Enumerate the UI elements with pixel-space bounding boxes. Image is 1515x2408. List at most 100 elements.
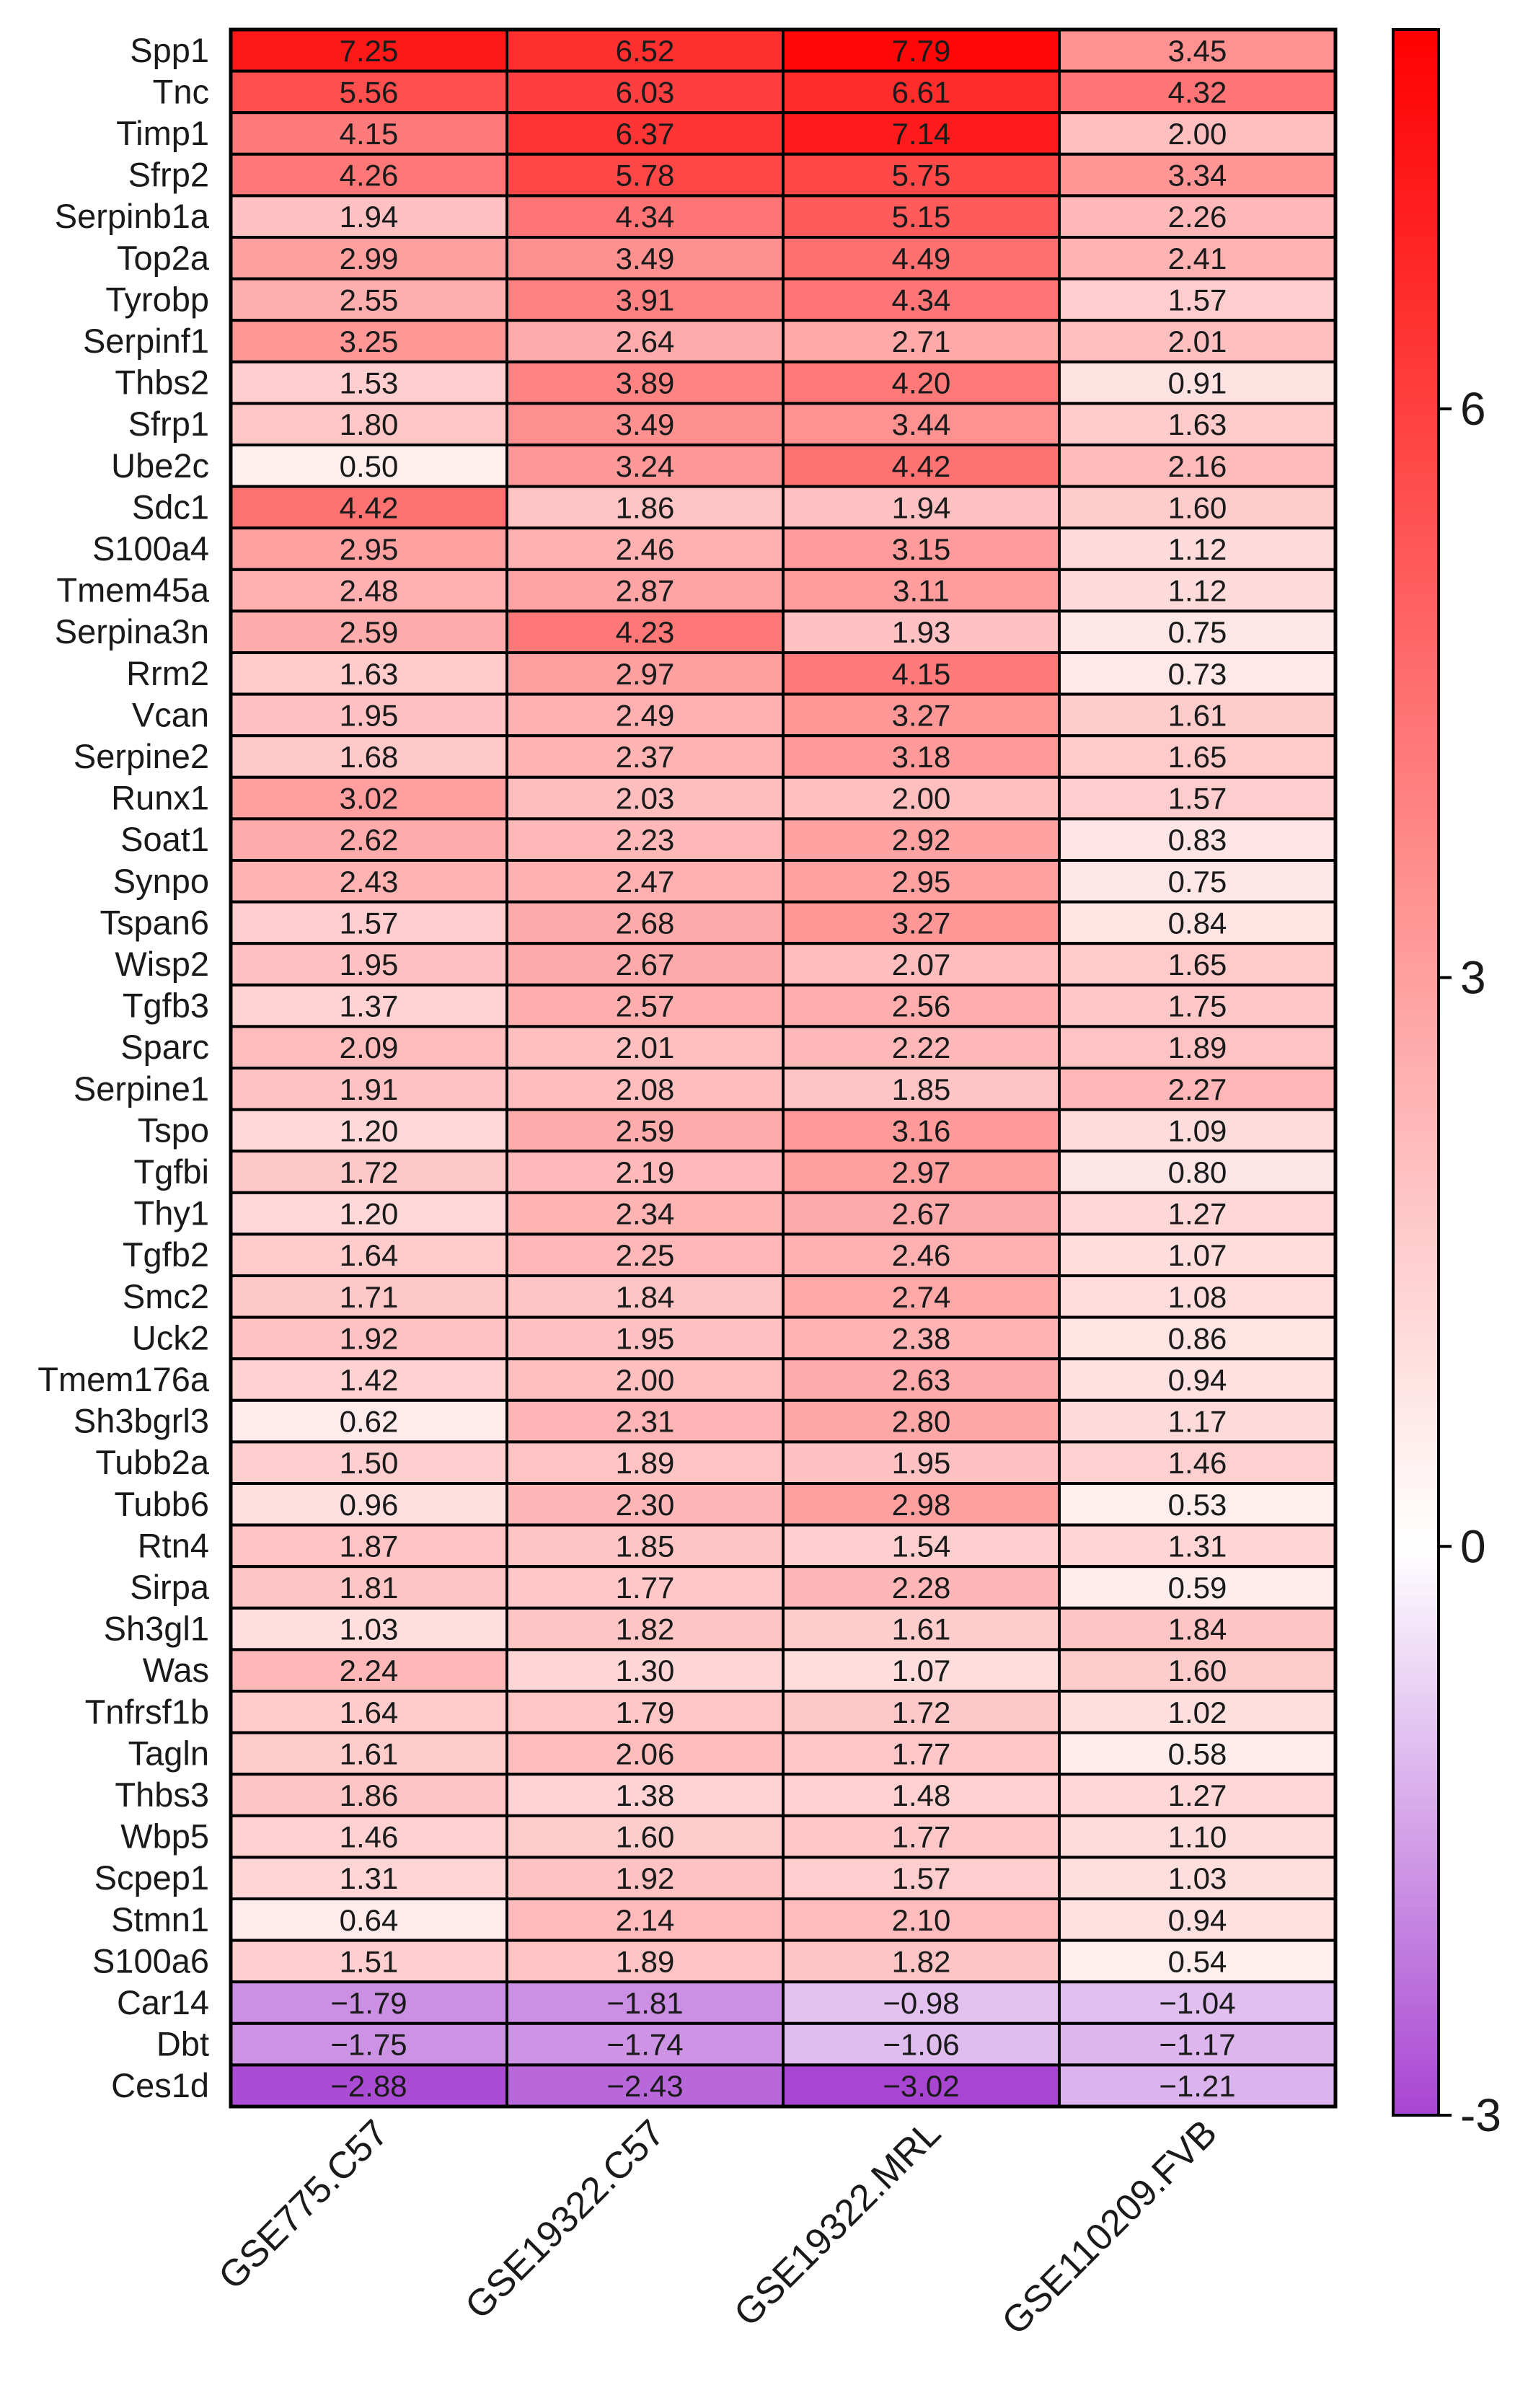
cell-value-label: 1.27: [1168, 1778, 1227, 1812]
cell-value-label: 1.92: [340, 1321, 399, 1355]
row-label-wbp5: Wbp5: [120, 1817, 209, 1856]
cell-value-label: 1.42: [340, 1363, 399, 1397]
cell-value-label: 2.00: [892, 782, 951, 816]
cell-value-label: 1.57: [892, 1861, 951, 1895]
heatmap-cell: [229, 1690, 508, 1734]
cell-value-label: 2.43: [340, 865, 399, 899]
cell-value-label: 1.94: [340, 200, 399, 234]
heatmap-cell: [229, 485, 508, 530]
cell-value-label: 0.54: [1168, 1944, 1227, 1978]
heatmap-cell: [782, 817, 1061, 863]
cell-value-label: 1.72: [340, 1155, 399, 1189]
cell-value-label: 1.75: [1168, 989, 1227, 1023]
heatmap-cell: [782, 1357, 1061, 1402]
row-label-vcan: Vcan: [132, 695, 209, 733]
cell-value-label: −1.06: [883, 2028, 959, 2062]
heatmap-cell: [782, 1482, 1061, 1527]
heatmap-cell: [229, 775, 508, 821]
row-label-spp1: Spp1: [130, 31, 209, 69]
row-label-top2a: Top2a: [117, 239, 210, 277]
cell-value-label: 0.73: [1168, 657, 1227, 691]
heatmap-cell: [1058, 485, 1337, 530]
cell-value-label: 5.56: [340, 75, 399, 109]
row-label-rtn4: Rtn4: [138, 1526, 209, 1564]
heatmap-cell: [505, 444, 785, 488]
heatmap-cell: [229, 402, 508, 447]
cell-value-label: 3.24: [616, 449, 675, 483]
cell-value-label: 1.46: [1168, 1446, 1227, 1480]
cell-value-label: 2.14: [616, 1903, 675, 1937]
heatmap-cell: [1058, 1191, 1337, 1236]
heatmap-cell: [1058, 1067, 1337, 1111]
heatmap-cell: [1058, 1108, 1337, 1153]
cell-value-label: 1.17: [1168, 1405, 1227, 1439]
cell-value-label: 2.00: [1168, 117, 1227, 151]
heatmap-cells: 7.25 6.52 7.79 3.45 5.56 6.03 6.61 4.32 4.15 6.37…: [229, 27, 1338, 2109]
cell-value-label: 2.95: [340, 532, 399, 566]
cell-value-label: −1.17: [1159, 2028, 1235, 2062]
cell-value-label: 1.84: [1168, 1613, 1227, 1646]
cell-value-label: 1.82: [616, 1613, 675, 1646]
cell-value-label: 1.61: [1168, 698, 1227, 732]
heatmap-cell: [782, 236, 1061, 281]
row-label-tubb6: Tubb6: [114, 1485, 209, 1523]
cell-value-label: 1.46: [340, 1820, 399, 1854]
heatmap-cell: [505, 526, 785, 571]
cell-value-label: 1.12: [1168, 574, 1227, 608]
row-label-tagln: Tagln: [128, 1734, 209, 1772]
cell-value-label: 1.20: [340, 1113, 399, 1147]
row-label-sdc1: Sdc1: [132, 488, 209, 526]
heatmap-cell: [782, 1191, 1061, 1236]
cell-value-label: 1.48: [892, 1778, 951, 1812]
cell-value-label: 4.20: [892, 366, 951, 400]
cell-value-label: 2.59: [340, 615, 399, 649]
cell-value-label: 0.50: [340, 449, 399, 483]
heatmap-cell: [229, 1274, 508, 1319]
cell-value-label: 4.42: [892, 449, 951, 483]
row-label-serpinb1a: Serpinb1a: [55, 197, 210, 235]
row-label-thy1: Thy1: [134, 1194, 210, 1232]
cell-value-label: 2.67: [616, 948, 675, 982]
heatmap-cell: [505, 69, 785, 115]
row-label-sirpa: Sirpa: [130, 1568, 210, 1606]
cell-value-label: 1.51: [340, 1944, 399, 1978]
cell-value-label: 1.07: [892, 1654, 951, 1688]
heatmap-cell: [505, 1897, 785, 1942]
row-label-wisp2: Wisp2: [115, 945, 209, 983]
heatmap-cell: [782, 1523, 1061, 1569]
heatmap-cell: [505, 152, 785, 198]
heatmap-cell: [1058, 1315, 1337, 1361]
cell-value-label: 3.91: [616, 283, 675, 317]
cell-value-label: 1.92: [616, 1861, 675, 1895]
cell-value-label: 4.23: [616, 615, 675, 649]
cell-value-label: 1.60: [1168, 1654, 1227, 1688]
heatmap-cell: [1058, 194, 1337, 239]
cell-value-label: 1.27: [1168, 1197, 1227, 1231]
cell-value-label: 2.64: [616, 325, 675, 358]
cell-value-label: 2.95: [892, 865, 951, 899]
heatmap-cell: [782, 609, 1061, 655]
cell-value-label: 2.99: [340, 242, 399, 275]
heatmap-cell: [1058, 900, 1337, 945]
colorbar: 6 3 0 -3: [1392, 28, 1501, 2141]
heatmap-cell: [782, 2063, 1061, 2108]
heatmap-cell: [229, 1565, 508, 1610]
heatmap-cell: [505, 1565, 785, 1610]
row-label-timp1: Timp1: [116, 114, 209, 152]
row-label-sfrp1: Sfrp1: [128, 405, 209, 443]
heatmap-cell: [1058, 1731, 1337, 1776]
cell-value-label: 1.09: [1168, 1113, 1227, 1147]
cell-value-label: 1.86: [616, 490, 675, 524]
cell-value-label: 1.60: [616, 1820, 675, 1854]
heatmap-cell: [782, 1939, 1061, 1984]
cell-value-label: 3.34: [1168, 159, 1227, 193]
cell-value-label: 1.89: [616, 1446, 675, 1480]
cell-value-label: 2.98: [892, 1488, 951, 1522]
cell-value-label: 2.01: [1168, 325, 1227, 358]
heatmap-cell: [1058, 651, 1337, 696]
cell-value-label: 6.37: [616, 117, 675, 151]
cell-value-label: 2.25: [616, 1238, 675, 1272]
heatmap-cell: [229, 1897, 508, 1942]
row-label-uck2: Uck2: [132, 1318, 209, 1357]
